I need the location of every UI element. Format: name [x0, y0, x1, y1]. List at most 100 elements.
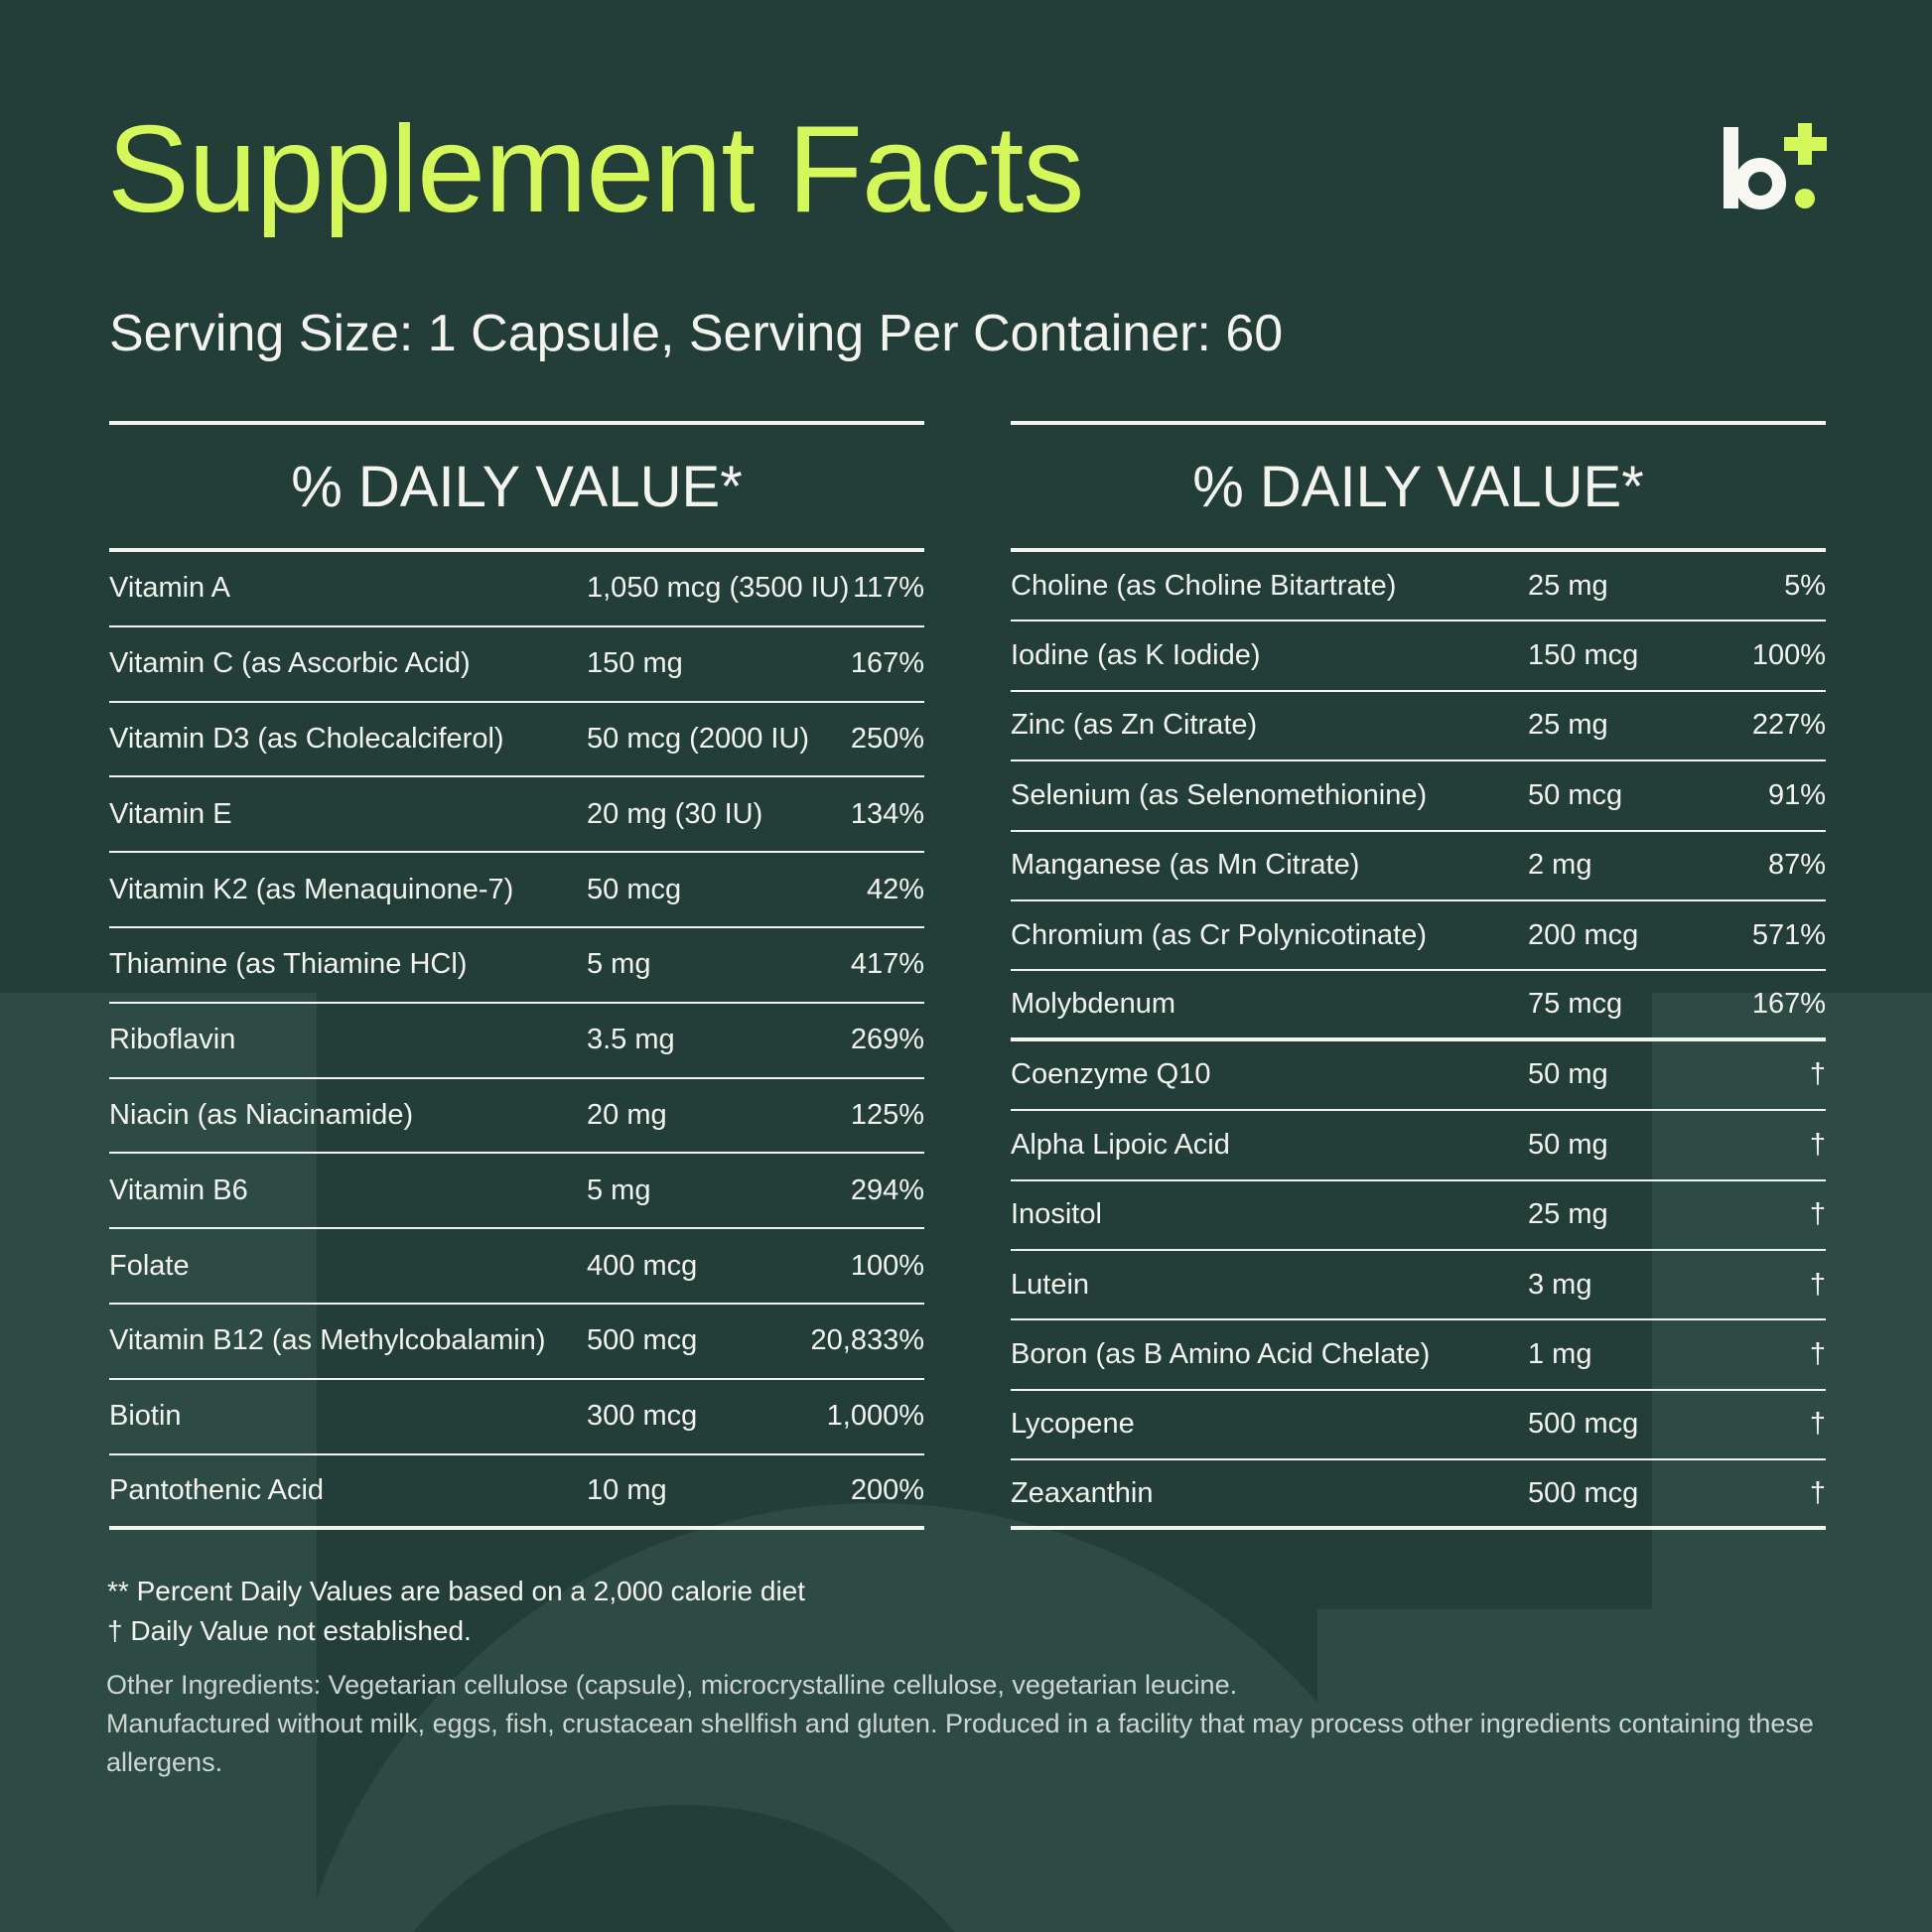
table-row: Vitamin D3 (as Cholecalciferol) 50 mcg (2… — [109, 703, 924, 778]
amount-per-serving: 400 mcg — [587, 1249, 698, 1282]
table-row: Riboflavin 3.5 mg 269% — [109, 1004, 924, 1079]
nutrient-name: Selenium (as Selenomethionine) — [1011, 778, 1428, 811]
amount-per-serving: 20 mg — [587, 1098, 667, 1131]
amount-per-serving: 5 mg — [587, 948, 651, 981]
table-row: Pantothenic Acid 10 mg 200% — [109, 1455, 924, 1531]
daily-value-percent: 200% — [850, 1473, 924, 1506]
table-row: Biotin 300 mcg 1,000% — [109, 1380, 924, 1455]
page-title: Supplement Facts — [107, 101, 1084, 238]
table-row: Vitamin B6 5 mg 294% — [109, 1154, 924, 1230]
table-row: Coenzyme Q10 50 mg † — [1011, 1041, 1826, 1112]
nutrient-name: Vitamin D3 (as Cholecalciferol) — [109, 722, 504, 755]
table-row: Chromium (as Cr Polynicotinate) 200 mcg 57… — [1011, 901, 1826, 972]
table-row: Vitamin E 20 mg (30 IU) 134% — [109, 777, 924, 854]
amount-per-serving: 25 mg — [1528, 709, 1608, 742]
nutrient-name: Lycopene — [1011, 1408, 1135, 1441]
amount-per-serving: 50 mcg — [1528, 778, 1623, 811]
amount-per-serving: 50 mcg (2000 IU) — [587, 722, 810, 755]
amount-per-serving: 2 mg — [1528, 849, 1592, 882]
daily-value-percent: 294% — [850, 1173, 924, 1206]
nutrient-name: Zeaxanthin — [1011, 1476, 1154, 1509]
nutrient-name: Vitamin A — [109, 572, 230, 605]
amount-per-serving: 500 mcg — [1528, 1408, 1639, 1441]
nutrient-name: Vitamin K2 (as Menaquinone-7) — [109, 873, 514, 905]
bg-shape — [0, 993, 317, 1932]
nutrient-name: Boron (as B Amino Acid Chelate) — [1011, 1337, 1431, 1370]
amount-per-serving: 150 mg — [587, 647, 683, 680]
nutrient-name: Chromium (as Cr Polynicotinate) — [1011, 918, 1428, 951]
other-ingredients: Other Ingredients: Vegetarian cellulose … — [106, 1666, 1834, 1782]
amount-per-serving: 300 mcg — [587, 1400, 698, 1433]
table-row: Vitamin A 1,050 mcg (3500 IU) 117% — [109, 552, 924, 627]
table-row: Choline (as Choline Bitartrate) 25 mg 5% — [1011, 552, 1826, 622]
daily-value-percent: 167% — [850, 647, 924, 680]
nutrient-name: Folate — [109, 1249, 190, 1282]
amount-per-serving: 3.5 mg — [587, 1024, 675, 1056]
daily-value-percent: † — [1809, 1198, 1826, 1231]
nutrient-name: Niacin (as Niacinamide) — [109, 1098, 414, 1131]
amount-per-serving: 25 mg — [1528, 569, 1608, 602]
table-row: Vitamin C (as Ascorbic Acid) 150 mg 167% — [109, 627, 924, 703]
amount-per-serving: 25 mg — [1528, 1198, 1608, 1231]
daily-value-percent: 227% — [1751, 709, 1826, 742]
nutrient-name: Pantothenic Acid — [109, 1473, 325, 1506]
table-row: Folate 400 mcg 100% — [109, 1229, 924, 1305]
serving-size: Serving Size: 1 Capsule, Serving Per Con… — [109, 305, 1284, 362]
daily-value-percent: 125% — [850, 1098, 924, 1131]
amount-per-serving: 50 mg — [1528, 1128, 1608, 1161]
daily-value-percent: 1,000% — [826, 1400, 924, 1433]
daily-value-percent: † — [1809, 1058, 1826, 1091]
table-row: Thiamine (as Thiamine HCl) 5 mg 417% — [109, 928, 924, 1004]
nutrient-name: Choline (as Choline Bitartrate) — [1011, 569, 1397, 602]
daily-value-percent: † — [1809, 1128, 1826, 1161]
table-row: Molybdenum 75 mcg 167% — [1011, 971, 1826, 1041]
table-row: Selenium (as Selenomethionine) 50 mcg 91% — [1011, 761, 1826, 832]
nutrient-table-left: % DAILY VALUE* Vitamin A 1,050 mcg (3500 … — [109, 421, 925, 1531]
table-row: Lutein 3 mg † — [1011, 1251, 1826, 1321]
daily-value-percent: † — [1809, 1408, 1826, 1441]
daily-value-percent: 417% — [850, 948, 924, 981]
amount-per-serving: 3 mg — [1528, 1268, 1592, 1301]
amount-per-serving: 200 mcg — [1528, 918, 1639, 951]
amount-per-serving: 5 mg — [587, 1173, 651, 1206]
brand-logo — [1724, 123, 1827, 209]
other-ingredients-line: Other Ingredients: Vegetarian cellulose … — [106, 1670, 1238, 1700]
daily-value-percent: 250% — [850, 722, 924, 755]
nutrient-name: Vitamin E — [109, 797, 232, 830]
daily-value-percent: 269% — [850, 1024, 924, 1056]
table-row: Boron (as B Amino Acid Chelate) 1 mg † — [1011, 1320, 1826, 1391]
nutrient-name: Biotin — [109, 1400, 182, 1433]
table-header: % DAILY VALUE* — [109, 421, 924, 552]
table-row: Niacin (as Niacinamide) 20 mg 125% — [109, 1079, 924, 1155]
amount-per-serving: 1,050 mcg (3500 IU) — [587, 572, 850, 605]
daily-value-percent: † — [1809, 1476, 1826, 1509]
amount-per-serving: 500 mcg — [587, 1324, 698, 1357]
amount-per-serving: 75 mcg — [1528, 988, 1623, 1021]
nutrient-name: Riboflavin — [109, 1024, 236, 1056]
daily-value-percent: 117% — [852, 572, 924, 605]
nutrient-name: Iodine (as K Iodide) — [1011, 639, 1261, 672]
nutrient-name: Manganese (as Mn Citrate) — [1011, 849, 1360, 882]
nutrient-name: Inositol — [1011, 1198, 1102, 1231]
table-header: % DAILY VALUE* — [1011, 421, 1826, 552]
daily-value-percent: 134% — [850, 797, 924, 830]
table-row: Iodine (as K Iodide) 150 mcg 100% — [1011, 621, 1826, 692]
table-row: Zinc (as Zn Citrate) 25 mg 227% — [1011, 692, 1826, 762]
daily-value-percent: 91% — [1767, 778, 1826, 811]
footnote-not-established: † Daily Value not established. — [107, 1615, 472, 1646]
daily-value-percent: 5% — [1784, 569, 1826, 602]
daily-value-percent: 571% — [1751, 918, 1826, 951]
nutrient-name: Vitamin B6 — [109, 1173, 248, 1206]
footnote-daily-value: ** Percent Daily Values are based on a 2… — [107, 1576, 806, 1606]
nutrient-table-right: % DAILY VALUE* Choline (as Choline Bitar… — [1011, 421, 1826, 1531]
nutrient-name: Vitamin C (as Ascorbic Acid) — [109, 647, 471, 680]
amount-per-serving: 1 mg — [1528, 1337, 1592, 1370]
table-row: Manganese (as Mn Citrate) 2 mg 87% — [1011, 832, 1826, 901]
bg-arc-inner — [413, 1804, 955, 1932]
daily-value-percent: 20,833% — [810, 1324, 925, 1357]
daily-value-percent: 42% — [866, 873, 924, 905]
daily-value-percent: † — [1809, 1337, 1826, 1370]
amount-per-serving: 50 mg — [1528, 1058, 1608, 1091]
daily-value-percent: † — [1809, 1268, 1826, 1301]
